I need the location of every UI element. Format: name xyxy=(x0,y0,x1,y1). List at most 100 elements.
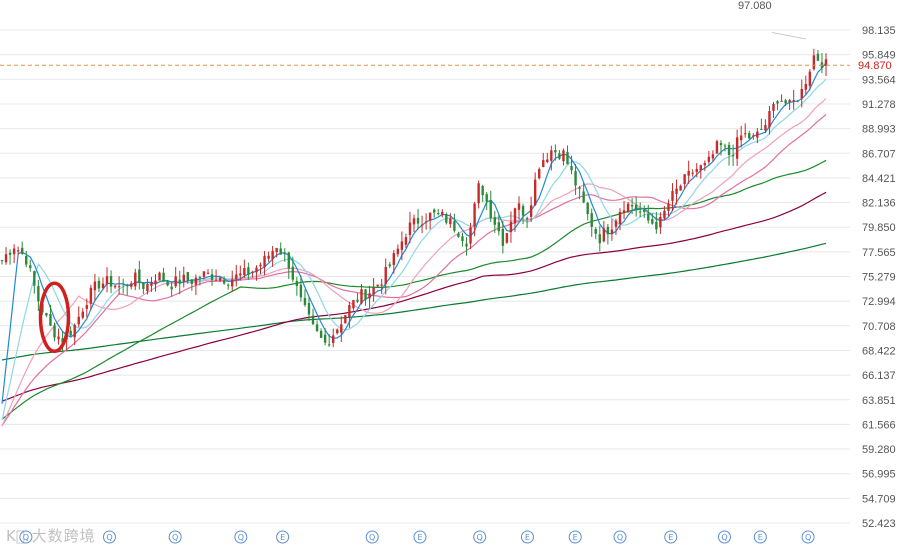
candle-body xyxy=(259,264,262,267)
candle-body xyxy=(538,169,541,179)
candle-body xyxy=(614,220,618,227)
event-marker xyxy=(19,530,33,544)
candle-body xyxy=(493,217,496,225)
candle-body xyxy=(501,228,505,246)
candle-body xyxy=(626,203,630,212)
candle-body xyxy=(517,203,521,210)
event-marker xyxy=(753,530,767,544)
candle-body xyxy=(360,289,363,304)
candle-body xyxy=(691,172,694,174)
candle-body xyxy=(0,260,4,262)
candle-body xyxy=(756,131,759,138)
candle-body xyxy=(610,229,614,234)
y-tick-label: 88.993 xyxy=(862,124,896,136)
candle-body xyxy=(707,156,711,162)
candle-body xyxy=(772,104,775,111)
candle-body xyxy=(210,274,214,281)
candle-body xyxy=(33,271,36,286)
y-tick-label: 91.278 xyxy=(862,99,896,111)
event-marker-label: E xyxy=(280,533,285,542)
event-marker-label: Q xyxy=(106,533,112,542)
candle-body xyxy=(16,250,20,252)
candle-body xyxy=(162,272,165,282)
candle-body xyxy=(97,280,101,289)
event-marker-label: Q xyxy=(805,533,811,542)
candle-body xyxy=(505,233,509,243)
candle-body xyxy=(428,212,432,221)
candle-body xyxy=(231,279,234,287)
candle-body xyxy=(57,336,60,340)
candle-body xyxy=(424,221,428,223)
candle-body xyxy=(420,224,424,226)
candle-body xyxy=(226,284,230,286)
candle-body xyxy=(659,216,662,228)
event-marker xyxy=(413,530,427,544)
candle-body xyxy=(533,179,537,206)
candle-body xyxy=(174,276,177,287)
candle-body xyxy=(53,325,56,338)
candle-body xyxy=(4,254,8,263)
candle-body xyxy=(368,293,371,299)
y-tick-label: 66.137 xyxy=(862,370,896,382)
candle-body xyxy=(513,208,517,224)
candle-body xyxy=(295,280,299,286)
candle-body xyxy=(784,100,787,104)
candle-body xyxy=(400,241,404,250)
candle-body xyxy=(287,252,290,269)
candle-body xyxy=(319,330,323,338)
candle-body xyxy=(190,279,194,284)
event-marker-label: Q xyxy=(721,533,727,542)
event-marker-label: E xyxy=(417,533,422,542)
candle-body xyxy=(695,168,698,172)
candle-body xyxy=(404,237,408,245)
candle-body xyxy=(372,287,375,295)
event-marker-label: E xyxy=(525,533,530,542)
candle-body xyxy=(800,88,803,99)
candle-body xyxy=(384,266,387,284)
candle-body xyxy=(271,250,274,260)
candle-body xyxy=(336,329,339,334)
candle-body xyxy=(109,276,113,287)
candle-body xyxy=(687,170,690,176)
candle-body xyxy=(194,277,198,285)
ma-line-10 xyxy=(1,78,827,421)
candle-body xyxy=(570,165,573,171)
candle-body xyxy=(727,144,731,155)
candle-body xyxy=(340,324,343,333)
candle-body xyxy=(348,305,351,318)
candle-body xyxy=(792,100,795,102)
candle-body xyxy=(105,276,109,285)
candle-body xyxy=(618,211,622,224)
candle-body xyxy=(465,243,468,247)
candle-body xyxy=(85,305,89,309)
candle-body xyxy=(392,253,396,266)
candle-body xyxy=(509,221,513,233)
candle-body xyxy=(267,255,270,259)
candle-body xyxy=(218,277,222,281)
y-tick-label: 52.423 xyxy=(862,518,896,530)
candle-body xyxy=(69,330,72,336)
candle-body xyxy=(239,273,242,276)
candle-body xyxy=(327,344,331,346)
ma-line-250 xyxy=(1,242,827,361)
candle-body xyxy=(356,299,359,302)
candle-body xyxy=(469,227,472,244)
candle-body xyxy=(8,252,12,255)
candle-body xyxy=(497,222,501,232)
candle-body xyxy=(146,284,149,292)
y-tick-label: 68.422 xyxy=(862,345,896,357)
candle-body xyxy=(89,287,93,304)
candle-body xyxy=(574,170,577,186)
candle-body xyxy=(816,53,820,61)
candle-body xyxy=(638,211,642,213)
candle-body xyxy=(445,214,448,223)
candle-body xyxy=(247,267,250,275)
candle-body xyxy=(251,271,254,273)
candle-body xyxy=(303,297,307,305)
event-marker-label: Q xyxy=(238,533,244,542)
candle-body xyxy=(582,191,585,203)
candle-body xyxy=(651,219,654,224)
event-marker xyxy=(520,530,534,544)
candle-body xyxy=(679,185,682,191)
